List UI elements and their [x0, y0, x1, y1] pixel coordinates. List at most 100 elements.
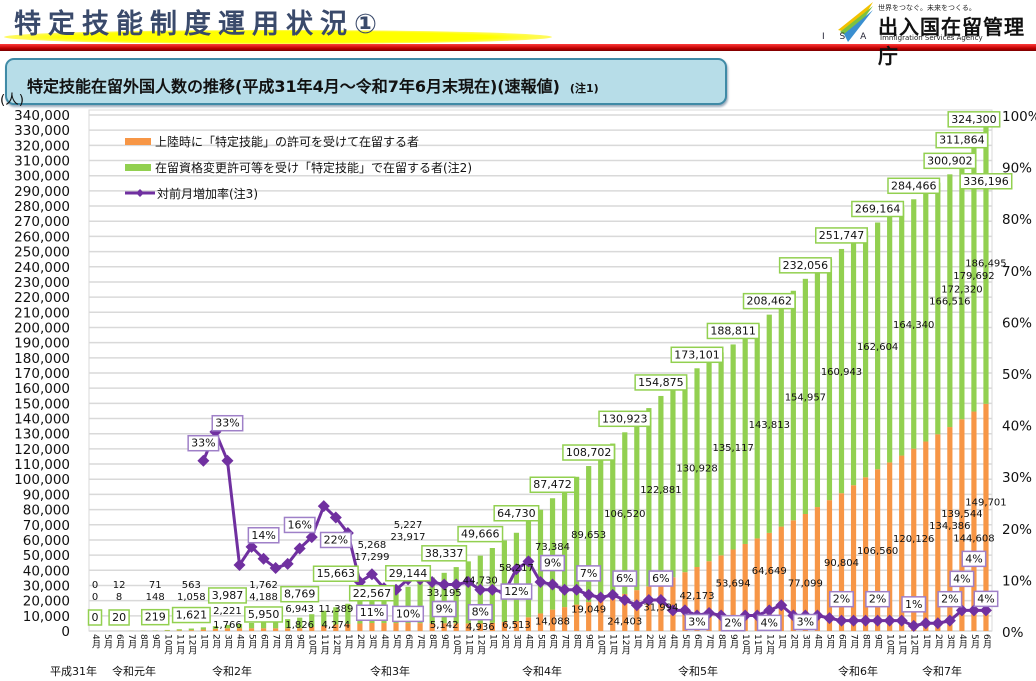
- bar-status-change: [718, 352, 724, 556]
- total-label: 251,747: [819, 229, 865, 242]
- bar-landing: [911, 448, 917, 631]
- total-label-box: [887, 177, 941, 195]
- bar-status-change: [525, 521, 532, 618]
- status-change-value-label-group: 130,928: [676, 464, 717, 475]
- total-label-group: 208,462: [742, 292, 796, 310]
- rate-label: 2%: [869, 593, 886, 606]
- y-tick-label: 250,000: [14, 245, 70, 261]
- bar-status-change: [273, 620, 279, 629]
- x-tick-label: 2月: [210, 634, 221, 649]
- rate-label: 12%: [504, 585, 528, 598]
- rate-label: 4%: [761, 616, 778, 629]
- x-tick-label: 1月: [198, 634, 209, 649]
- bar-status-change: [911, 199, 917, 449]
- bar-status-change: [634, 420, 640, 591]
- total-label-box: [385, 565, 432, 582]
- x-tick-label: 11月: [318, 634, 329, 655]
- rate-label-group: 2%: [937, 590, 963, 608]
- total-label-box: [108, 609, 130, 626]
- landing-value-label-group: 12: [113, 580, 126, 591]
- rate-point: [558, 583, 571, 596]
- rate-label-group: 12%: [500, 583, 533, 600]
- x-tick-label: 7月: [704, 634, 715, 649]
- logo-english: Immigration Services Agency: [880, 34, 983, 42]
- rate-point: [317, 500, 330, 513]
- rate-point: [450, 578, 463, 591]
- y-tick-label: 340,000: [14, 108, 70, 124]
- total-label: 29,144: [389, 567, 428, 580]
- x-tick-label: 6月: [114, 634, 125, 649]
- y2-tick-label: 90%: [1002, 161, 1032, 177]
- total-label-box: [207, 587, 247, 604]
- landing-value-label-group: 0: [92, 580, 98, 591]
- y2-tick-label: 20%: [1002, 522, 1032, 538]
- rate-label-group: 4%: [756, 614, 782, 632]
- total-label: 208,462: [747, 295, 793, 308]
- landing-value-label: 1,766: [213, 620, 242, 631]
- landing-value-label: 12: [113, 580, 126, 591]
- legend-item-status-change: 在留資格変更許可等を受け「特定技能」で在留する者(注2): [125, 154, 472, 180]
- logo-abbr: I S A: [822, 32, 873, 42]
- rate-point: [257, 552, 270, 565]
- rate-label-box: [392, 605, 425, 623]
- bar-status-change: [947, 174, 953, 428]
- status-change-value-label-group: 164,340: [893, 320, 934, 331]
- rate-label: 33%: [215, 417, 239, 430]
- y-tick-label: 20,000: [23, 594, 70, 610]
- bar-landing: [248, 628, 255, 631]
- x-tick-label: 2月: [354, 634, 365, 649]
- status-change-value-label-group: 179,692: [953, 271, 994, 282]
- rate-label-group: 6%: [648, 570, 674, 587]
- landing-value-label: 64,649: [752, 566, 787, 577]
- rate-label-box: [247, 527, 280, 544]
- bar-landing: [622, 593, 628, 631]
- bar-status-change: [790, 290, 796, 521]
- rate-point: [269, 562, 282, 575]
- bar-landing: [923, 441, 929, 631]
- bar-landing: [200, 629, 206, 631]
- rate-label-group: 9%: [540, 554, 566, 572]
- landing-value-label: 106,560: [857, 546, 898, 557]
- bar-landing: [658, 582, 664, 631]
- landing-value-label-group: 1,762: [249, 580, 278, 591]
- x-tick-label: 12月: [908, 634, 919, 655]
- bar-status-change: [766, 314, 772, 533]
- status-change-value-label-group: 6,943: [285, 604, 314, 615]
- status-change-value-label-group: 33,195: [427, 588, 462, 599]
- x-tick-label: 1月: [487, 634, 498, 649]
- landing-value-label-group: 1,826: [285, 620, 314, 631]
- rate-label-box: [684, 613, 710, 631]
- total-label: 324,300: [951, 113, 997, 126]
- bar-status-change: [260, 621, 267, 629]
- total-label: 284,466: [891, 179, 937, 192]
- bar-status-change: [682, 377, 688, 573]
- landing-value-label: 563: [182, 580, 201, 591]
- status-change-value-label-group: 0: [92, 592, 98, 603]
- rate-point: [666, 604, 679, 617]
- status-change-value-label: 11,389: [318, 604, 353, 615]
- rate-label-group: 4%: [973, 590, 999, 608]
- y-tick-label: 110,000: [14, 457, 70, 473]
- x-tick-label: 9月: [728, 634, 739, 649]
- bar-landing: [899, 455, 905, 631]
- bar-landing: [417, 623, 423, 631]
- total-label-group: 3,987: [207, 587, 247, 604]
- rate-label-box: [612, 570, 638, 587]
- status-change-value-label-group: 11,389: [318, 604, 353, 615]
- bar-landing: [297, 628, 303, 631]
- bar-landing: [321, 625, 327, 631]
- x-tick-label: 5月: [246, 634, 257, 649]
- total-label-box: [87, 609, 103, 626]
- total-label-box: [947, 111, 1001, 128]
- x-tick-label: 11月: [752, 634, 763, 655]
- y-tick-label: 60,000: [23, 533, 70, 549]
- bar-landing: [333, 624, 339, 631]
- rate-point: [883, 614, 896, 627]
- bar-status-change: [586, 466, 592, 603]
- status-change-value-label-group: 23,917: [391, 532, 426, 543]
- rate-label-group: 4%: [961, 550, 987, 568]
- bar-landing: [345, 624, 351, 631]
- status-change-value-label: 162,604: [857, 342, 898, 353]
- bar-landing: [188, 630, 194, 631]
- landing-value-label-group: 31,994: [643, 603, 678, 614]
